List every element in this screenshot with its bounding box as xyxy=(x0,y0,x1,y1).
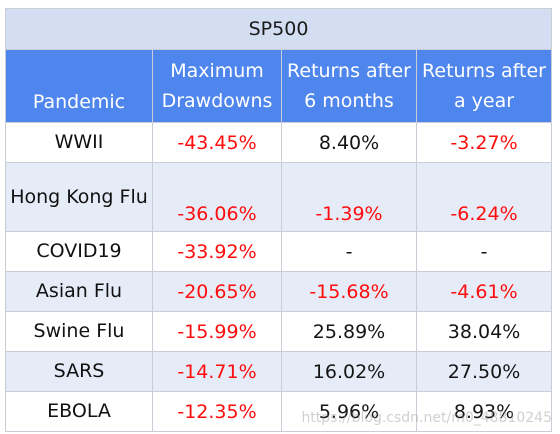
column-header-returns-1-year: Returns after a year xyxy=(415,49,553,123)
cell-pandemic: COVID19 xyxy=(5,231,153,272)
cell-max-drawdown: -33.92% xyxy=(152,231,282,272)
cell-max-drawdown: -43.45% xyxy=(152,122,282,163)
cell-return-6-months: -15.68% xyxy=(281,271,417,312)
table-row: SARS -14.71% 16.02% 27.50% xyxy=(5,351,553,392)
cell-return-1-year: 27.50% xyxy=(415,351,553,392)
cell-pandemic: Asian Flu xyxy=(5,271,153,312)
cell-pandemic: SARS xyxy=(5,351,153,392)
column-header-returns-6-months: Returns after 6 months xyxy=(281,49,417,123)
cell-pandemic: Hong Kong Flu xyxy=(5,162,153,232)
cell-return-6-months: 25.89% xyxy=(281,311,417,352)
column-header-pandemic: Pandemic xyxy=(5,49,153,123)
cell-return-6-months: -1.39% xyxy=(281,162,417,232)
cell-pandemic: EBOLA xyxy=(5,391,153,432)
cell-return-6-months: 5.96% xyxy=(281,391,417,432)
cell-pandemic: Swine Flu xyxy=(5,311,153,352)
cell-return-1-year: 8.93% xyxy=(415,391,553,432)
table-row: Asian Flu -20.65% -15.68% -4.61% xyxy=(5,271,553,312)
cell-max-drawdown: -14.71% xyxy=(152,351,282,392)
cell-max-drawdown: -12.35% xyxy=(152,391,282,432)
table-row: EBOLA -12.35% 5.96% 8.93% xyxy=(5,391,553,432)
sp500-table-container: SP500 Pandemic Maximum Drawdowns Returns… xyxy=(4,8,553,432)
cell-max-drawdown: -15.99% xyxy=(152,311,282,352)
column-header-row: Pandemic Maximum Drawdowns Returns after… xyxy=(5,49,553,123)
table-row: COVID19 -33.92% - - xyxy=(5,231,553,272)
cell-return-1-year: 38.04% xyxy=(415,311,553,352)
cell-return-1-year: -6.24% xyxy=(415,162,553,232)
table-row: Hong Kong Flu -36.06% -1.39% -6.24% xyxy=(5,162,553,232)
cell-max-drawdown: -36.06% xyxy=(152,162,282,232)
table-row: WWII -43.45% 8.40% -3.27% xyxy=(5,122,553,163)
cell-return-6-months: 8.40% xyxy=(281,122,417,163)
cell-pandemic: WWII xyxy=(5,122,153,163)
sp500-pandemic-table: SP500 Pandemic Maximum Drawdowns Returns… xyxy=(4,8,553,432)
table-row: Swine Flu -15.99% 25.89% 38.04% xyxy=(5,311,553,352)
watermark-text: https://blog.csdn.net/m0_48810245 xyxy=(301,410,552,426)
cell-max-drawdown: -20.65% xyxy=(152,271,282,312)
table-title: SP500 xyxy=(4,8,553,50)
cell-return-1-year: -4.61% xyxy=(415,271,553,312)
cell-return-6-months: 16.02% xyxy=(281,351,417,392)
table-body: WWII -43.45% 8.40% -3.27% Hong Kong Flu -36.0… xyxy=(5,122,553,432)
column-header-max-drawdowns: Maximum Drawdowns xyxy=(152,49,282,123)
cell-return-6-months: - xyxy=(281,231,417,272)
cell-return-1-year: -3.27% xyxy=(415,122,553,163)
table-title-row: SP500 xyxy=(4,8,553,50)
cell-return-1-year: - xyxy=(415,231,553,272)
